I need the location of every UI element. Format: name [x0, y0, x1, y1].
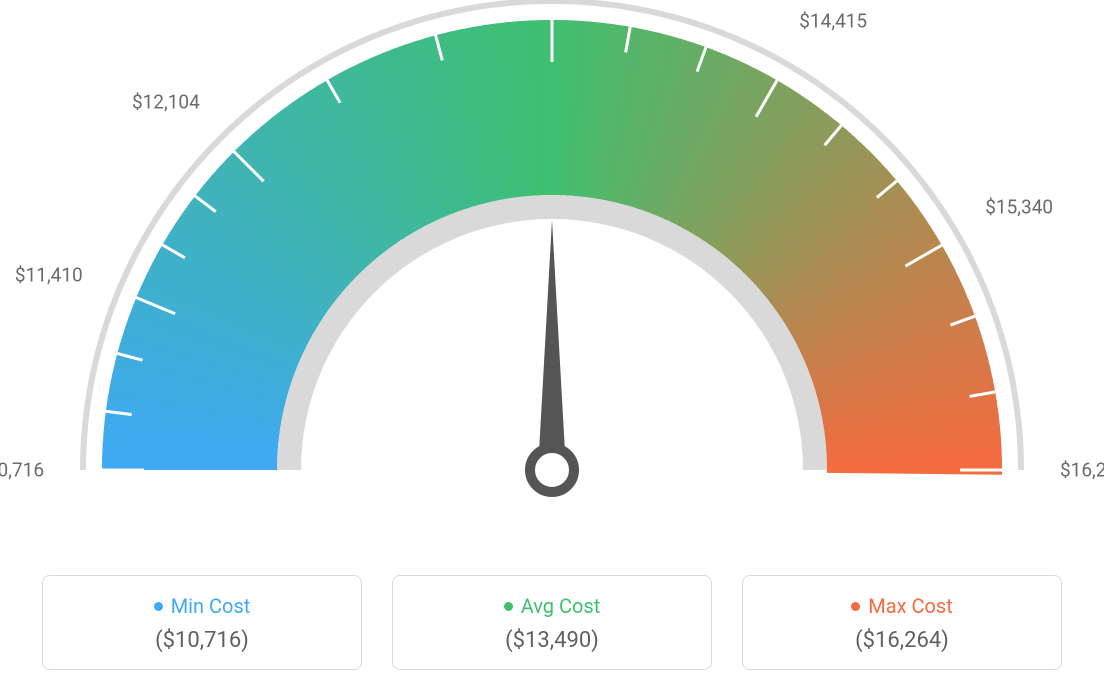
- summary-box-max: Max Cost ($16,264): [742, 575, 1062, 670]
- summary-label-min: Min Cost: [154, 594, 251, 618]
- gauge-tick-label: $12,104: [132, 90, 200, 113]
- summary-value-min: ($10,716): [53, 628, 351, 653]
- summary-row: Min Cost ($10,716) Avg Cost ($13,490) Ma…: [0, 575, 1104, 670]
- dot-icon-avg: [504, 602, 513, 611]
- gauge-tick-label: $15,340: [985, 195, 1053, 218]
- gauge-needle: [538, 220, 566, 470]
- dot-icon-max: [851, 602, 860, 611]
- summary-box-min: Min Cost ($10,716): [42, 575, 362, 670]
- dot-icon-min: [154, 602, 163, 611]
- summary-value-avg: ($13,490): [403, 628, 701, 653]
- summary-label-text: Max Cost: [868, 594, 953, 618]
- summary-value-max: ($16,264): [753, 628, 1051, 653]
- summary-label-text: Avg Cost: [521, 594, 601, 618]
- gauge-tick-label: $10,716: [0, 459, 44, 482]
- summary-label-text: Min Cost: [171, 594, 251, 618]
- summary-box-avg: Avg Cost ($13,490): [392, 575, 712, 670]
- summary-label-max: Max Cost: [851, 594, 953, 618]
- gauge-needle-hub: [530, 448, 574, 492]
- gauge-svg: [0, 0, 1104, 540]
- summary-label-avg: Avg Cost: [504, 594, 601, 618]
- gauge-container: $10,716$11,410$12,104$13,490$14,415$15,3…: [0, 0, 1104, 540]
- gauge-tick-label: $11,410: [15, 264, 83, 287]
- gauge-tick-label: $14,415: [799, 9, 867, 32]
- gauge-tick-label: $16,264: [1060, 459, 1104, 482]
